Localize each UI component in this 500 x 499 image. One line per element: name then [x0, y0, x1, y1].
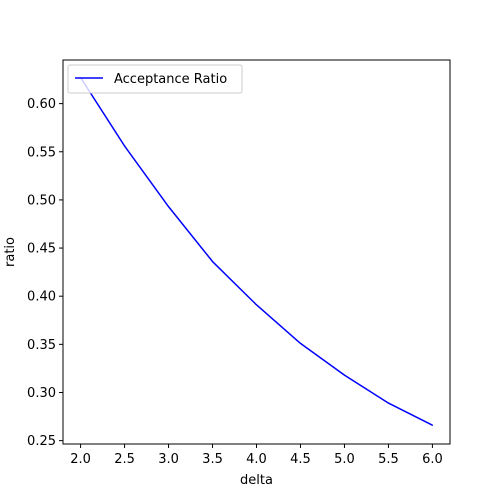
x-tick-label: 4.0: [246, 452, 267, 467]
x-tick-label: 3.5: [202, 452, 223, 467]
data-point: [343, 374, 346, 376]
data-point: [211, 260, 214, 263]
x-tick-label: 5.0: [334, 452, 355, 467]
data-point: [123, 145, 126, 147]
data-point: [167, 206, 170, 208]
y-tick-label: 0.60: [27, 97, 56, 112]
x-tick-label: 6.0: [422, 452, 443, 467]
x-tick-label: 2.0: [70, 452, 91, 467]
y-axis-label: ratio: [3, 237, 18, 267]
y-tick-label: 0.55: [27, 145, 56, 160]
data-point: [431, 424, 434, 426]
y-tick-label: 0.35: [27, 338, 56, 353]
x-tick-label: 2.5: [114, 452, 135, 467]
x-tick-label: 3.0: [158, 452, 179, 467]
y-tick-label: 0.50: [27, 193, 56, 208]
legend-label-acceptance-ratio: Acceptance Ratio: [114, 72, 227, 87]
data-point: [299, 342, 302, 344]
ticks-layer: 2.0 2.5 3.0 3.5 4.0 4.5 5.0 5.5 6.0 0.25 0.30 0.35 0…: [27, 97, 443, 467]
x-axis-label: delta: [240, 473, 273, 488]
y-tick-label: 0.40: [27, 290, 56, 305]
y-tick-label: 0.25: [27, 434, 56, 449]
plot-frame: [62, 59, 451, 445]
legend: Acceptance Ratio: [67, 64, 243, 94]
y-tick-label: 0.30: [27, 386, 56, 401]
x-tick-label: 5.5: [378, 452, 399, 467]
legend-box: [67, 64, 243, 94]
data-point: [387, 402, 390, 404]
x-tick-label: 4.5: [290, 452, 311, 467]
y-tick-label: 0.45: [27, 242, 56, 257]
data-point: [255, 304, 258, 306]
